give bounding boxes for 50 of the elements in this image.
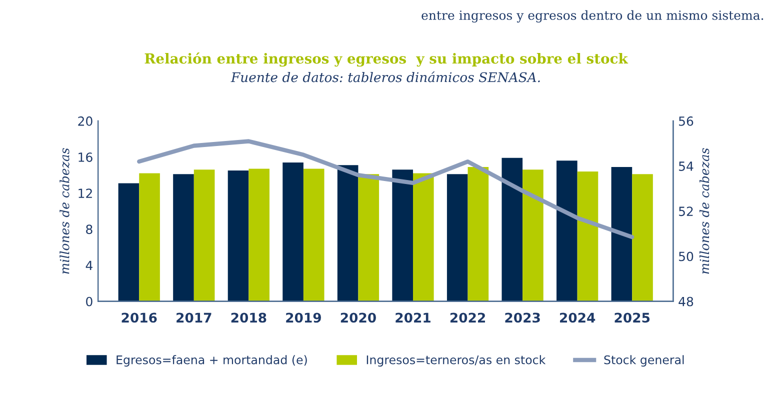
- x-tick-label: 2022: [450, 312, 485, 323]
- chart-subtitle: Fuente de datos: tableros dinámicos SENASA.: [230, 71, 540, 82]
- x-tick-label: 2017: [176, 312, 212, 323]
- x-tick-label: 2016: [122, 312, 157, 323]
- bar: [337, 165, 358, 302]
- bar: [611, 166, 632, 302]
- bar: [413, 173, 434, 302]
- chart-title: Relación entre ingresos y egresos y su impacto sobre el stock: [144, 52, 628, 67]
- y-tick-label: 8: [86, 224, 92, 234]
- bar: [303, 168, 324, 302]
- y-tick-label: 12: [78, 188, 92, 198]
- y-tick-label: 4: [86, 260, 92, 270]
- bar: [194, 170, 215, 302]
- y2-tick-label: 48: [678, 296, 694, 306]
- bar: [173, 174, 194, 302]
- legend-label: Egresos=faena + mortandad (e): [116, 355, 307, 367]
- x-tick-label: 2020: [340, 312, 376, 323]
- x-tick-label: 2025: [614, 312, 650, 323]
- y-axis-title: millones de cabezas: [60, 148, 70, 274]
- y2-tick-label: 52: [679, 206, 693, 216]
- bar: [556, 160, 578, 302]
- y2-axis-title: millones de cabezas: [700, 148, 710, 274]
- bar: [502, 158, 523, 302]
- x-tick-label: 2018: [231, 312, 266, 323]
- line-series: [137, 139, 634, 240]
- y2-tick-label: 56: [679, 116, 694, 126]
- y-tick-label: 20: [78, 116, 92, 126]
- x-tick-label: 2024: [560, 312, 596, 323]
- text: entre ingresos y egresos dentro de un mismo sistema.: [422, 10, 764, 23]
- bar: [228, 170, 249, 302]
- bar: [282, 162, 304, 302]
- x-tick-label: 2021: [396, 312, 430, 323]
- x-tick-label: 2019: [286, 312, 321, 323]
- legend-label: Stock general: [604, 355, 684, 367]
- bar: [468, 166, 489, 302]
- y-tick-label: 0: [86, 296, 92, 306]
- bar: [446, 174, 468, 302]
- bar: [118, 183, 140, 302]
- x-tick-label: 2023: [505, 312, 540, 323]
- bar: [632, 174, 653, 302]
- bar: [139, 173, 160, 302]
- bar: [358, 174, 380, 302]
- bar: [577, 171, 598, 302]
- y-tick-label: 16: [78, 152, 92, 162]
- y2-tick-label: 54: [679, 162, 694, 171]
- y2-tick-label: 50: [679, 252, 694, 262]
- bar: [248, 168, 270, 302]
- bar: [522, 170, 544, 302]
- bar: [392, 170, 413, 302]
- legend-label: Ingresos=terneros/as en stock: [366, 355, 546, 367]
